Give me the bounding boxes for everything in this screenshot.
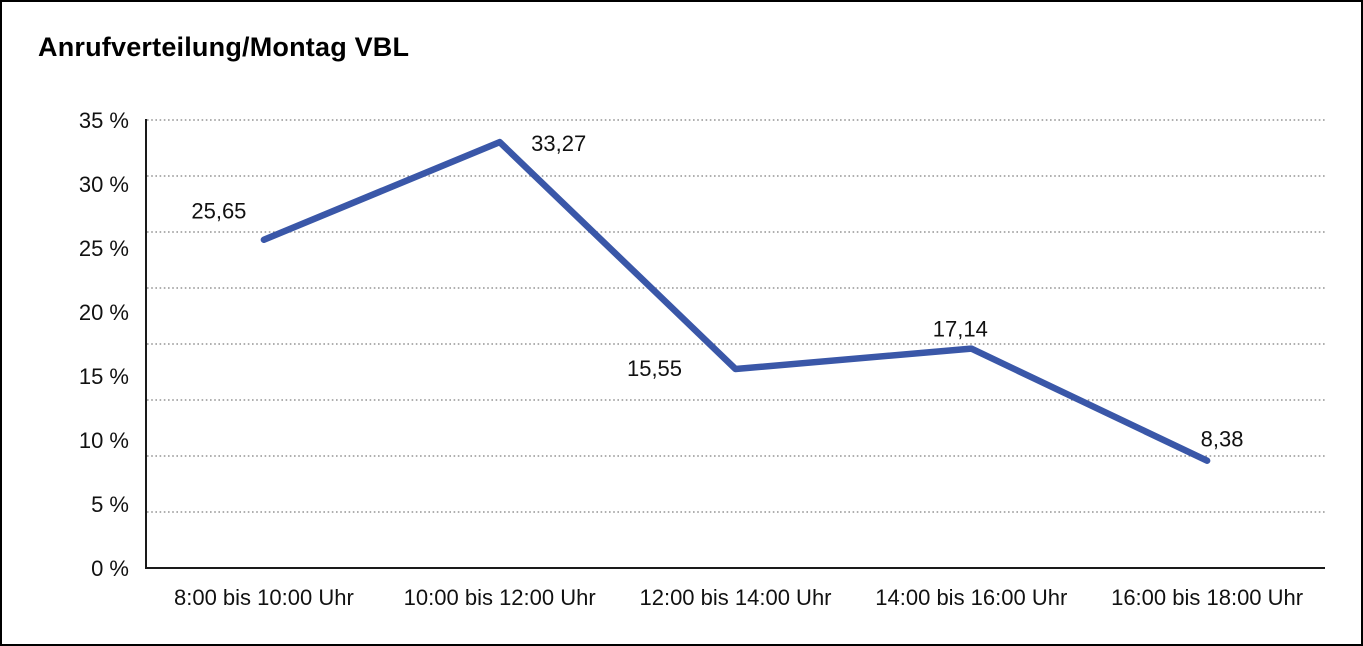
y-axis-tick-label: 0 % [91, 556, 129, 581]
x-axis-tick-label: 14:00 bis 16:00 Uhr [875, 585, 1067, 610]
y-axis-tick-label: 30 % [79, 172, 129, 197]
data-line [260, 138, 1211, 464]
y-axis-tick-label: 15 % [79, 364, 129, 389]
data-label: 17,14 [933, 317, 988, 342]
data-label: 33,27 [531, 131, 586, 156]
data-label: 15,55 [627, 356, 682, 381]
x-axis-tick-label: 16:00 bis 18:00 Uhr [1111, 585, 1303, 610]
x-axis-tick-label: 8:00 bis 10:00 Uhr [174, 585, 354, 610]
y-axis-tick-label: 35 % [79, 108, 129, 133]
x-axis-tick-label: 12:00 bis 14:00 Uhr [639, 585, 831, 610]
data-label: 25,65 [191, 199, 246, 224]
y-axis-tick-label: 20 % [79, 300, 129, 325]
data-label: 8,38 [1201, 427, 1244, 452]
y-axis-tick-label: 25 % [79, 236, 129, 261]
x-axis-tick-label: 10:00 bis 12:00 Uhr [404, 585, 596, 610]
chart-title: Anrufverteilung/Montag VBL [38, 32, 410, 62]
y-axis-tick-label: 10 % [79, 428, 129, 453]
y-axis-tick-label: 5 % [91, 492, 129, 517]
